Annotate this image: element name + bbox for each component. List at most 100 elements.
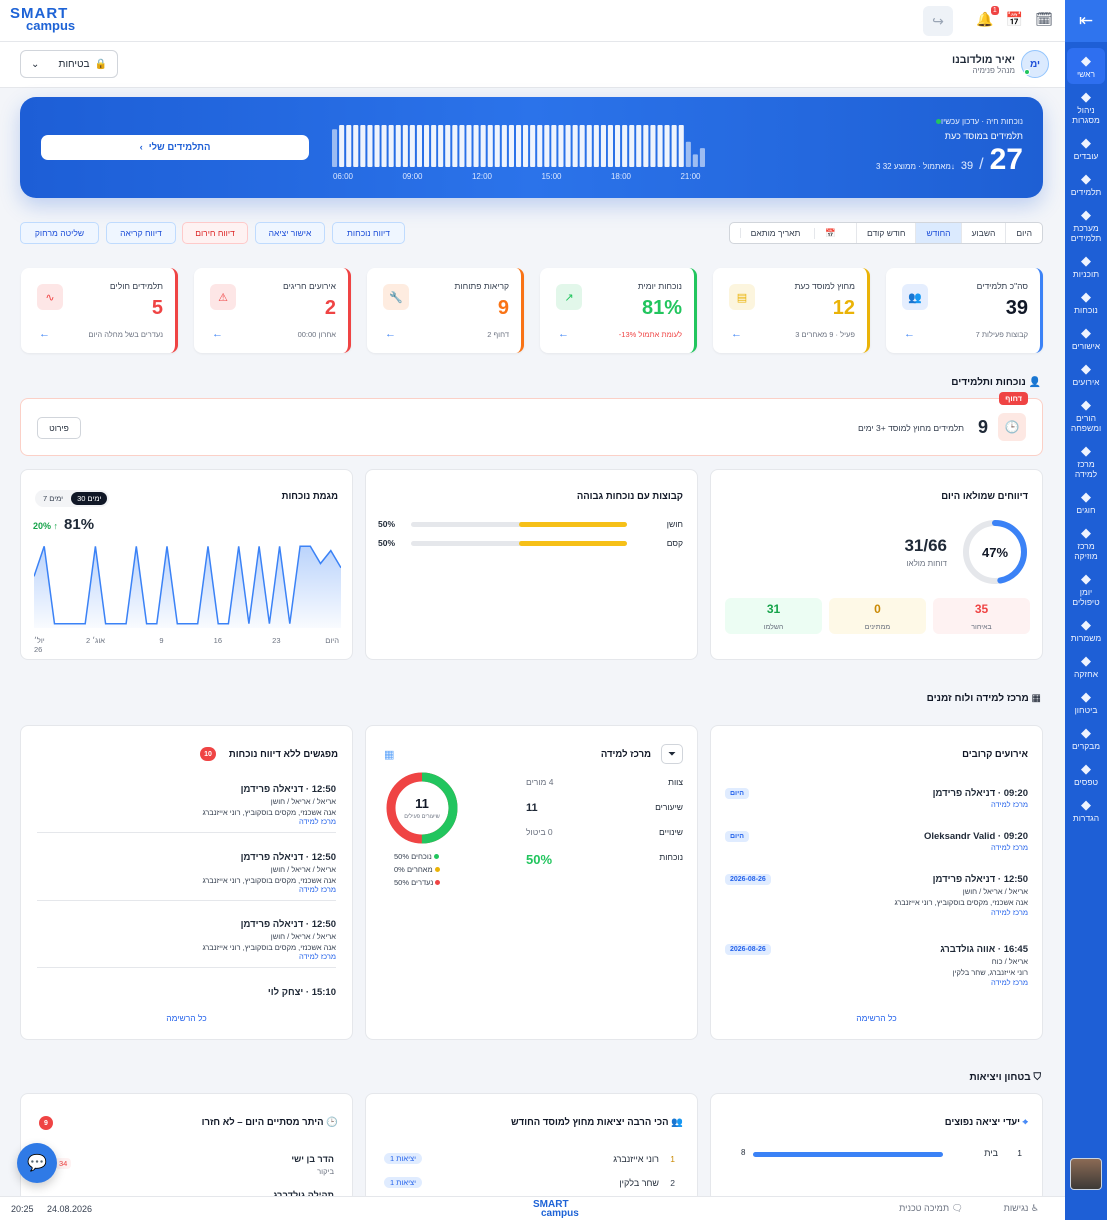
period-custom[interactable]: 📅 תאריך מותאם [730,223,856,243]
current-user-avatar[interactable] [1070,1158,1102,1190]
arrow-left-icon[interactable]: ← [212,328,223,340]
arrow-left-icon[interactable]: ← [731,328,742,340]
event-location: מרכז למידה [991,908,1028,917]
arrow-left-icon[interactable]: ← [39,328,50,340]
period-today[interactable]: היום [1005,223,1042,243]
trend-x-label: 23 [272,636,281,645]
kpi-card[interactable]: קריאות פתוחות 9 2 דחוף 🔧 ← [367,268,524,353]
user-info[interactable]: ימ יאיר מולדובנו מנהל פנימיה [952,50,1049,78]
support-button[interactable]: תמיכה טכנית 🗨 [899,1203,963,1214]
sessions-all-link[interactable]: כל הרשימה [166,1013,207,1023]
kpi-value: 39 [1005,297,1028,319]
sidebar-item-18[interactable]: ◆ טפסים [1067,756,1105,792]
calendar-icon[interactable]: 📅 [1005,11,1024,27]
trend-30-days-tab[interactable]: 30 ימים [71,492,108,505]
reports-done-box: 31 השלמו [725,598,822,634]
reports-late-box: 35 באיחור [933,598,1030,634]
notification-count: 1 [990,6,999,15]
kpi-card[interactable]: תלמידים חולים 5 נעדרים בשל מחלה היום ∿ ← [21,268,178,353]
hour-bar [685,141,691,167]
collapse-sidebar-button[interactable]: ⇤ [1065,0,1107,42]
quick-attendance-report[interactable]: דיווח נוכחות [332,222,405,244]
arrow-left-icon[interactable]: ← [904,328,915,340]
footer-logo-top: SMART [533,1199,569,1210]
share-button[interactable]: ↪ [923,6,953,36]
destination-count: 8 [741,1148,746,1157]
sidebar-item-4[interactable]: ◆ מערכת תלמידים [1067,202,1105,248]
live-status: נוכחות חיה · עדכון עכשיו [941,117,1023,126]
quick-emergency-report[interactable]: דיווח חירום [182,222,248,244]
event-item[interactable]: Oleksandr Valid · 09:20 מרכז למידה היום [725,831,1028,852]
session-item[interactable]: 12:50 · דניאלה פרידמן אריאל / אריאל / חוש… [37,784,336,833]
sidebar-item-6[interactable]: ◆ נוכחות [1067,284,1105,320]
quick-remote-control[interactable]: שליטה מרחוק [20,222,99,244]
journal-icon: ◆ [1081,571,1091,586]
filter-button[interactable]: ⏷ [661,744,683,764]
group-bar-fill [519,522,627,527]
quick-call-report[interactable]: דיווח קריאה [106,222,176,244]
sidebar-item-0[interactable]: ◆ ראשי [1067,48,1105,84]
my-students-button[interactable]: ‹ התלמידים שלי [41,135,309,160]
event-item[interactable]: 09:20 · דניאלה פרידמן מרכז למידה היום [725,788,1028,809]
sidebar-item-3[interactable]: ◆ תלמידים [1067,166,1105,202]
sidebar-item-11[interactable]: ◆ חוגים [1067,484,1105,520]
sidebar-item-17[interactable]: ◆ מבקרים [1067,720,1105,756]
reports-card: דיווחים שמולאו היום 47% 31/66 דוחות מולא… [710,469,1043,660]
event-item[interactable]: 12:50 · דניאלה פרידמן אריאל / אריאל / חוש… [725,874,1028,917]
sidebar-item-16[interactable]: ◆ ביטחון [1067,684,1105,720]
sidebar-item-12[interactable]: ◆ מרכז מוזיקה [1067,520,1105,566]
hour-bar [551,125,557,167]
overdue-returns-card: 🕒 היתר מסתיים היום – לא חזרו 9 הדר בן יש… [20,1093,353,1203]
trend-7-days-tab[interactable]: 7 ימים [43,494,64,503]
kpi-card[interactable]: מחוץ למוסד כעת 12 3 פעיל · 9 מאחרים ▤ ← [713,268,870,353]
trend-x-label: אוג׳ 2 [86,636,105,645]
hour-bar [530,125,536,167]
event-participants: אנה אשכנזי, מקסים בוסקוביץ, רוני אייזנבר… [894,898,1028,907]
period-week[interactable]: השבוע [960,223,1006,243]
sidebar-item-2[interactable]: ◆ עובדים [1067,130,1105,166]
arrow-left-icon[interactable]: ← [385,328,396,340]
sidebar-item-8[interactable]: ◆ אירועים [1067,356,1105,392]
kpi-cards: סה"כ תלמידים 39 7 קבוצות פעילות 👥 ← מחוץ למוס… [20,268,1043,353]
sidebar-item-13[interactable]: ◆ יומן טיפולים [1067,566,1105,612]
events-all-link[interactable]: כל הרשימה [856,1013,897,1023]
session-item[interactable]: 15:10 · יצחק לוי [37,987,336,1004]
hourly-axis: 06:00 09:00 12:00 15:00 18:00 21:00 [331,172,706,182]
session-item[interactable]: 12:50 · דניאלה פרידמן אריאל / אריאל / חוש… [37,852,336,901]
sidebar-item-15[interactable]: ◆ אחזקה [1067,648,1105,684]
hour-bar [395,125,401,167]
event-item[interactable]: 16:45 · אווה גולדברג אריאל / כוח רוני אייז… [725,944,1028,987]
form-icon: ◆ [1081,761,1091,776]
hour-bar [664,125,670,167]
quick-exit-approval[interactable]: אישור יציאה [255,222,325,244]
period-month[interactable]: החודש [915,223,961,243]
grid-view-icon[interactable]: ▦ [384,749,395,761]
alert-details-button[interactable]: פירוט [37,417,81,439]
sidebar-item-9[interactable]: ◆ הורים ומשפחה [1067,392,1105,438]
kpi-card[interactable]: נוכחות יומית 81% -13% לעומת אתמול ↗ ← [540,268,697,353]
hour-bar [643,125,649,167]
learning-row: צוות 4 מורים [526,777,683,787]
sidebar-item-14[interactable]: ◆ משמרות [1067,612,1105,648]
sidebar-item-1[interactable]: ◆ ניהול מסגרות [1067,84,1105,130]
security-select[interactable]: ⌄ בטיחות 🔒 [20,50,118,78]
sidebar-item-7[interactable]: ◆ אישורים [1067,320,1105,356]
status-bar: 20:25 24.08.2026 SMART campus נגישות ♿ תמ… [0,1196,1065,1220]
sidebar-item-5[interactable]: ◆ תוכניות [1067,248,1105,284]
hero-total: 39 [960,160,974,172]
sidebar-item-19[interactable]: ◆ הגדרות [1067,792,1105,828]
sidebar-item-10[interactable]: ◆ מרכז למידה [1067,438,1105,484]
reports-late: 35 [974,602,989,616]
kpi-card[interactable]: סה"כ תלמידים 39 7 קבוצות פעילות 👥 ← [886,268,1043,353]
smart-campus-logo[interactable]: SMART campus [10,5,75,33]
kpi-title: נוכחות יומית [637,281,682,291]
calendar-clock-icon[interactable]: 🗓 [1035,11,1053,27]
shield-icon: ⛉ [1033,1072,1042,1083]
session-item[interactable]: 12:50 · דניאלה פרידמן אריאל / אריאל / חוש… [37,919,336,968]
chat-button[interactable]: 💬 [17,1143,57,1183]
arrow-left-icon[interactable]: ← [558,328,569,340]
period-last-month[interactable]: חודש קודם [855,223,916,243]
notifications-button[interactable]: 🔔 1 [976,6,999,27]
kpi-card[interactable]: אירועים חריגים 2 00:00 אחרון ⚠ ← [194,268,351,353]
accessibility-button[interactable]: נגישות ♿ [1004,1203,1039,1214]
